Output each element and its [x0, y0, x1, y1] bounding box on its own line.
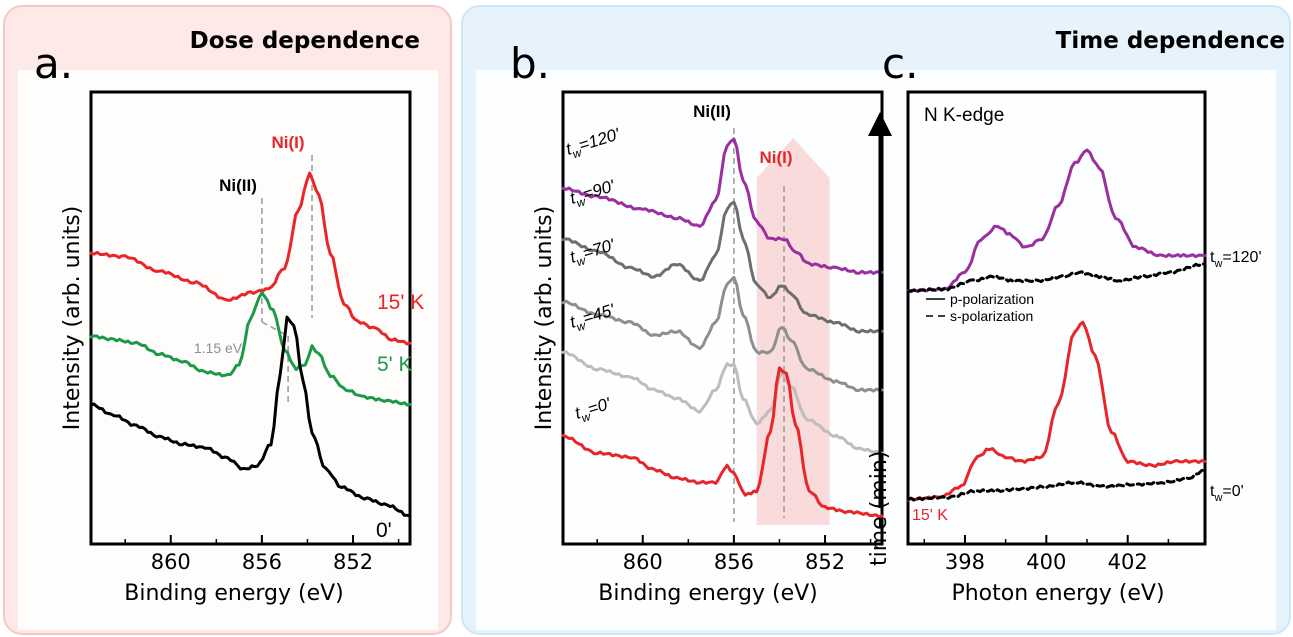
- chart-a-nii-label: Ni(II): [219, 176, 257, 195]
- nii-band: [756, 138, 830, 525]
- chart-c: 398 400 402 N K-edge p-polarization s-pola…: [867, 90, 1262, 606]
- xtick-label-a-2: 852: [333, 550, 373, 574]
- chart-b-nii-label: Ni(II): [693, 102, 731, 121]
- chart-c-label-120: tw=120': [1210, 249, 1262, 270]
- series-line-b-3: [561, 350, 884, 456]
- series-line-c-2: [906, 320, 1207, 502]
- panel-letter-a: a.: [34, 39, 73, 88]
- legend-p-polarization: p-polarization: [950, 291, 1034, 307]
- xtick-label-c-2: 402: [1108, 550, 1148, 574]
- chart-b-xticks: 860 856 852: [596, 535, 872, 574]
- chart-c-ylabel: time (min): [867, 451, 892, 566]
- series-line-a-0: [89, 171, 412, 346]
- dose-dependence-title: Dose dependence: [190, 28, 420, 54]
- chart-a-series-5k-label: 5' K: [377, 353, 413, 376]
- chart-a-series: [89, 171, 412, 518]
- chart-c-label-0: tw=0': [1210, 483, 1244, 504]
- series-line-a-1: [89, 291, 412, 407]
- chart-c-xticks: 398 400 402: [923, 535, 1170, 574]
- series-line-b-0: [561, 137, 884, 275]
- chart-c-series: [906, 148, 1207, 502]
- series-line-c-0: [906, 148, 1207, 294]
- chart-a-ylabel: Intensity (arb. units): [60, 206, 85, 430]
- xtick-label-a-0: 860: [151, 550, 191, 574]
- panel-letter-b: b.: [510, 39, 550, 88]
- chart-c-xlabel: Photon energy (eV): [951, 581, 1164, 606]
- xtick-label-c-0: 398: [945, 550, 985, 574]
- series-line-a-2: [89, 315, 412, 518]
- chart-b-ni1-label: Ni(I): [759, 148, 792, 167]
- chart-a-series-0-label: 0': [376, 519, 392, 542]
- xtick-label-b-0: 860: [623, 550, 663, 574]
- chart-a-reference-lines: [261, 155, 313, 402]
- xtick-label-a-1: 856: [242, 550, 282, 574]
- series-line-b-2: [561, 275, 884, 393]
- chart-c-title: N K-edge: [924, 105, 1004, 126]
- series-line-c-3: [906, 468, 1207, 502]
- legend-s-polarization: s-polarization: [950, 308, 1033, 324]
- chart-c-frame: [906, 90, 1207, 546]
- series-line-b-4: [561, 366, 884, 519]
- chart-c-legend: p-polarization s-polarization: [926, 291, 1034, 324]
- series-line-b-1: [561, 200, 884, 334]
- chart-a-ni1-label: Ni(I): [271, 133, 304, 152]
- chart-b: 860 856 852 Ni(II) Ni(I) tw=120' tw=90' tw…: [532, 90, 884, 606]
- chart-a-frame: [89, 90, 412, 546]
- series-line-c-1: [906, 262, 1207, 294]
- time-dependence-title: Time dependence: [1056, 28, 1285, 54]
- chart-b-reference-lines: [733, 128, 785, 522]
- chart-a-shift-label: 1.15 eV: [194, 340, 243, 356]
- xtick-label-c-1: 400: [1026, 550, 1066, 574]
- chart-c-dose-label: 15' K: [912, 507, 948, 524]
- chart-b-series: [561, 137, 884, 519]
- chart-a-xlabel: Binding energy (eV): [124, 581, 344, 606]
- xtick-label-b-2: 852: [805, 550, 845, 574]
- chart-b-xlabel: Binding energy (eV): [598, 581, 818, 606]
- chart-b-frame: [561, 90, 884, 546]
- chart-a: 860 856 852 Ni(II) Ni(I) 1.15 eV 15' K 5' …: [60, 90, 424, 606]
- chart-a-series-15k-label: 15' K: [377, 291, 424, 314]
- chart-b-ylabel: Intensity (arb. units): [532, 206, 557, 430]
- panel-letter-c: c.: [882, 39, 918, 88]
- xtick-label-b-1: 856: [714, 550, 754, 574]
- chart-a-xticks: 860 856 852: [124, 535, 400, 574]
